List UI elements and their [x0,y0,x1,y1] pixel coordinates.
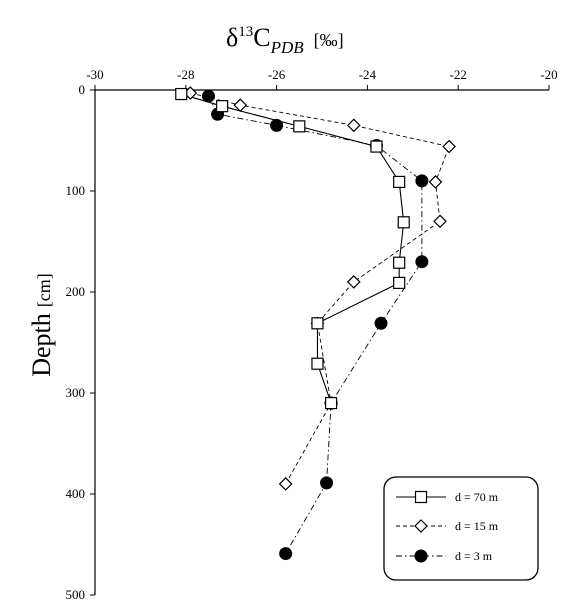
y-tick-label: 0 [79,82,86,97]
data-point [270,118,284,132]
y-tick-label: 500 [66,587,86,602]
legend-marker [414,549,428,563]
series-line-group [181,93,405,404]
legend-label: d = 70 m [455,490,499,504]
x-tick-label: -20 [540,67,557,82]
data-point [320,476,334,490]
data-point [202,89,215,103]
series-layer [175,86,456,561]
y-tick-label: 400 [66,486,86,501]
series-line [190,92,450,485]
legend: d = 70 m d = 15 m d = 3 m [383,476,539,581]
x-axis-title-unit: [‰] [314,30,344,50]
x-axis-title-main: δ [226,23,238,52]
legend-label: d = 15 m [455,519,499,533]
legend-marker [414,490,428,504]
data-point [393,175,406,189]
y-axis-title-unit: [cm] [34,273,54,307]
y-tick-label: 200 [66,284,86,299]
x-axis-title-sub: PDB [270,38,305,57]
series-line-group [208,95,423,554]
x-axis-title: δ13CPDB [‰] [226,23,344,57]
data-point [324,397,338,410]
data-point [370,140,383,153]
data-point [433,214,447,229]
data-point [393,256,406,269]
data-point [233,98,248,112]
data-point [374,316,388,330]
data-point [311,317,324,330]
data-point [311,357,324,370]
x-tick-label: -22 [450,67,467,82]
x-ticks: -30 -28 -26 -24 -22 -20 [86,67,558,90]
y-axis-title: Depth [cm] [27,273,56,377]
legend-label: d = 3 m [455,549,493,563]
data-point [428,175,443,189]
data-point [442,139,456,154]
series-markers [183,86,456,491]
series-markers [175,87,410,410]
data-point [278,477,293,491]
x-axis-title-sup: 13 [238,24,253,40]
x-axis-title-mid: C [253,23,270,52]
x-tick-label: -30 [86,67,103,82]
series-line-group [190,92,450,485]
data-point [346,275,361,289]
data-point [216,100,229,113]
data-point [393,276,406,290]
legend-marker [414,519,428,533]
y-ticks: 0 100 200 300 400 500 [66,82,95,602]
data-point [415,255,429,269]
x-tick-label: -28 [177,67,194,82]
data-point [415,174,429,188]
y-axis-title-main: Depth [27,313,56,377]
series-line [181,93,405,404]
data-point [346,118,361,133]
data-point [175,87,188,101]
x-tick-label: -26 [268,67,286,82]
x-tick-label: -24 [359,67,377,82]
data-point [293,120,306,133]
y-tick-label: 100 [66,183,86,198]
y-tick-label: 300 [66,385,86,400]
data-point [397,216,410,229]
series-line [208,95,423,554]
data-point [279,547,293,561]
